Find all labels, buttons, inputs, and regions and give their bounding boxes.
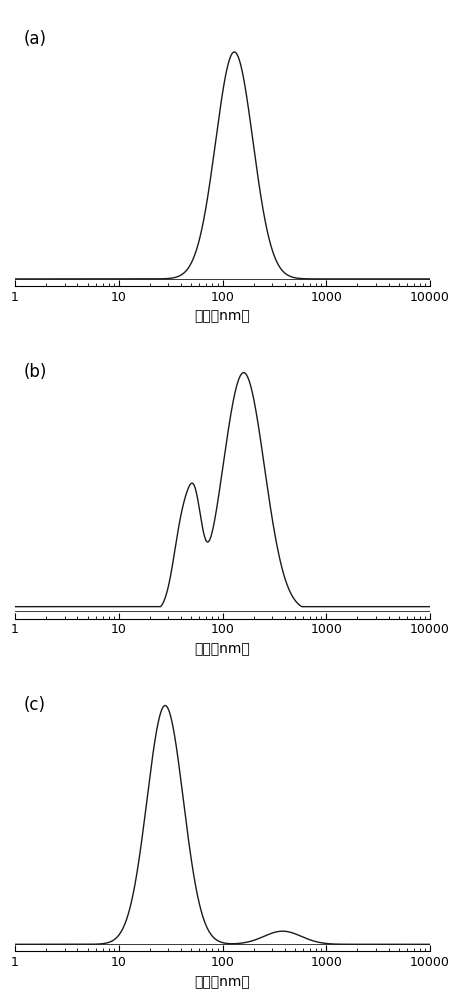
Text: (c): (c) <box>24 696 45 714</box>
Text: (a): (a) <box>24 30 47 48</box>
X-axis label: 直径（nm）: 直径（nm） <box>195 975 250 989</box>
X-axis label: 直径（nm）: 直径（nm） <box>195 309 250 323</box>
X-axis label: 直径（nm）: 直径（nm） <box>195 642 250 656</box>
Text: (b): (b) <box>24 363 47 381</box>
